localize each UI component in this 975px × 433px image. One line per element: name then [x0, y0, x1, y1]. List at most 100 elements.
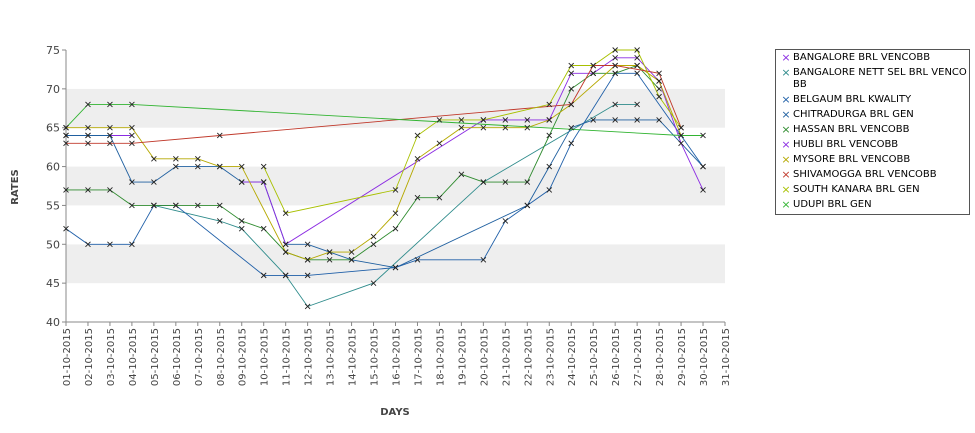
legend-label: SHIVAMOGGA BRL VENCOBB — [793, 169, 937, 180]
data-point — [656, 117, 662, 123]
data-point — [568, 62, 575, 69]
legend-label: MYSORE BRL VENCOBB — [793, 154, 911, 165]
x-tick-label: 07-10-2015 — [194, 328, 205, 386]
data-point — [612, 101, 618, 108]
legend-marker-icon: × — [781, 123, 791, 136]
data-point — [173, 155, 179, 162]
data-point — [656, 78, 662, 84]
data-point — [612, 70, 618, 77]
data-point — [348, 249, 355, 255]
x-tick-label: 15-10-2015 — [370, 328, 381, 386]
data-point — [304, 303, 311, 310]
data-point — [612, 117, 618, 123]
data-point — [436, 140, 443, 147]
data-point — [590, 70, 597, 77]
data-point — [129, 132, 135, 139]
legend-label: SOUTH KANARA BRL GEN — [793, 184, 920, 195]
legend-item: × CHITRADURGA BRL GEN — [779, 109, 967, 121]
legend-item: × BANGALORE NETT SEL BRL VENCOBB — [779, 67, 967, 91]
data-point — [634, 54, 640, 61]
x-tick-label: 08-10-2015 — [216, 328, 227, 386]
data-point — [151, 179, 157, 185]
data-point — [480, 117, 487, 123]
data-point — [63, 124, 69, 131]
data-point — [370, 233, 377, 240]
x-tick-label: 27-10-2015 — [633, 328, 644, 386]
y-axis-label: RATES — [10, 169, 21, 205]
x-tick-label: 13-10-2015 — [326, 328, 337, 386]
data-point — [502, 179, 509, 185]
legend: × BANGALORE BRL VENCOBB × BANGALORE NETT SE… — [775, 49, 970, 215]
data-point — [678, 132, 684, 139]
data-point — [458, 117, 465, 123]
legend-item: × BANGALORE BRL VENCOBB — [779, 52, 967, 64]
data-point — [634, 101, 640, 108]
data-point — [129, 179, 135, 185]
legend-label: BANGALORE NETT SEL BRL VENCOBB — [793, 67, 967, 90]
data-point — [678, 140, 684, 147]
data-point — [348, 257, 355, 263]
legend-marker-icon: × — [781, 168, 791, 181]
data-point — [129, 241, 135, 248]
x-tick-label: 05-10-2015 — [150, 328, 161, 386]
data-point — [304, 241, 311, 248]
data-point — [238, 225, 245, 232]
data-point — [216, 163, 223, 170]
x-tick-label: 09-10-2015 — [238, 328, 249, 386]
legend-marker-icon: × — [781, 198, 791, 211]
x-tick-label: 20-10-2015 — [479, 328, 490, 386]
data-point — [546, 163, 553, 170]
grid-band — [66, 50, 725, 89]
grid-band — [66, 205, 725, 245]
y-tick-label: 65 — [46, 122, 60, 135]
data-point — [612, 62, 618, 69]
data-point — [634, 62, 640, 69]
data-point — [502, 218, 509, 224]
data-point — [480, 179, 487, 185]
data-point — [436, 194, 443, 201]
data-point — [634, 70, 640, 77]
data-point — [612, 47, 618, 53]
legend-item: × HASSAN BRL VENCOBB — [779, 124, 967, 136]
data-point — [370, 280, 377, 286]
data-point — [107, 140, 113, 147]
data-point — [326, 249, 333, 255]
series-line — [241, 57, 704, 245]
data-point — [238, 179, 245, 185]
data-point — [546, 117, 553, 123]
data-point — [129, 124, 135, 131]
x-tick-label: 30-10-2015 — [699, 328, 710, 386]
y-tick-label: 75 — [46, 44, 60, 57]
x-tick-label: 21-10-2015 — [501, 328, 512, 386]
data-point — [260, 272, 267, 279]
data-point — [656, 93, 662, 100]
legend-item: × MYSORE BRL VENCOBB — [779, 154, 967, 166]
data-point — [63, 140, 69, 147]
legend-item: × HUBLI BRL VENCOBB — [779, 139, 967, 151]
data-point — [502, 124, 509, 131]
legend-marker-icon: × — [781, 183, 791, 196]
x-tick-label: 29-10-2015 — [677, 328, 688, 386]
y-tick-label: 50 — [46, 238, 60, 251]
series-line — [263, 49, 682, 214]
data-point — [326, 257, 333, 263]
x-tick-label: 01-10-2015 — [62, 328, 73, 386]
data-point — [414, 257, 421, 263]
data-point — [480, 124, 487, 131]
data-point — [656, 86, 662, 92]
legend-marker-icon: × — [781, 108, 791, 121]
data-point — [85, 140, 91, 147]
data-point — [524, 179, 531, 185]
x-tick-label: 24-10-2015 — [567, 328, 578, 386]
legend-marker-icon: × — [781, 153, 791, 166]
data-point — [194, 163, 201, 170]
legend-label: HASSAN BRL VENCOBB — [793, 124, 910, 135]
data-point — [151, 155, 157, 162]
grid-band — [66, 127, 725, 167]
data-point — [63, 132, 69, 139]
legend-marker-icon: × — [781, 138, 791, 151]
data-point — [107, 101, 113, 108]
data-point — [260, 163, 267, 170]
x-tick-label: 10-10-2015 — [260, 328, 271, 386]
